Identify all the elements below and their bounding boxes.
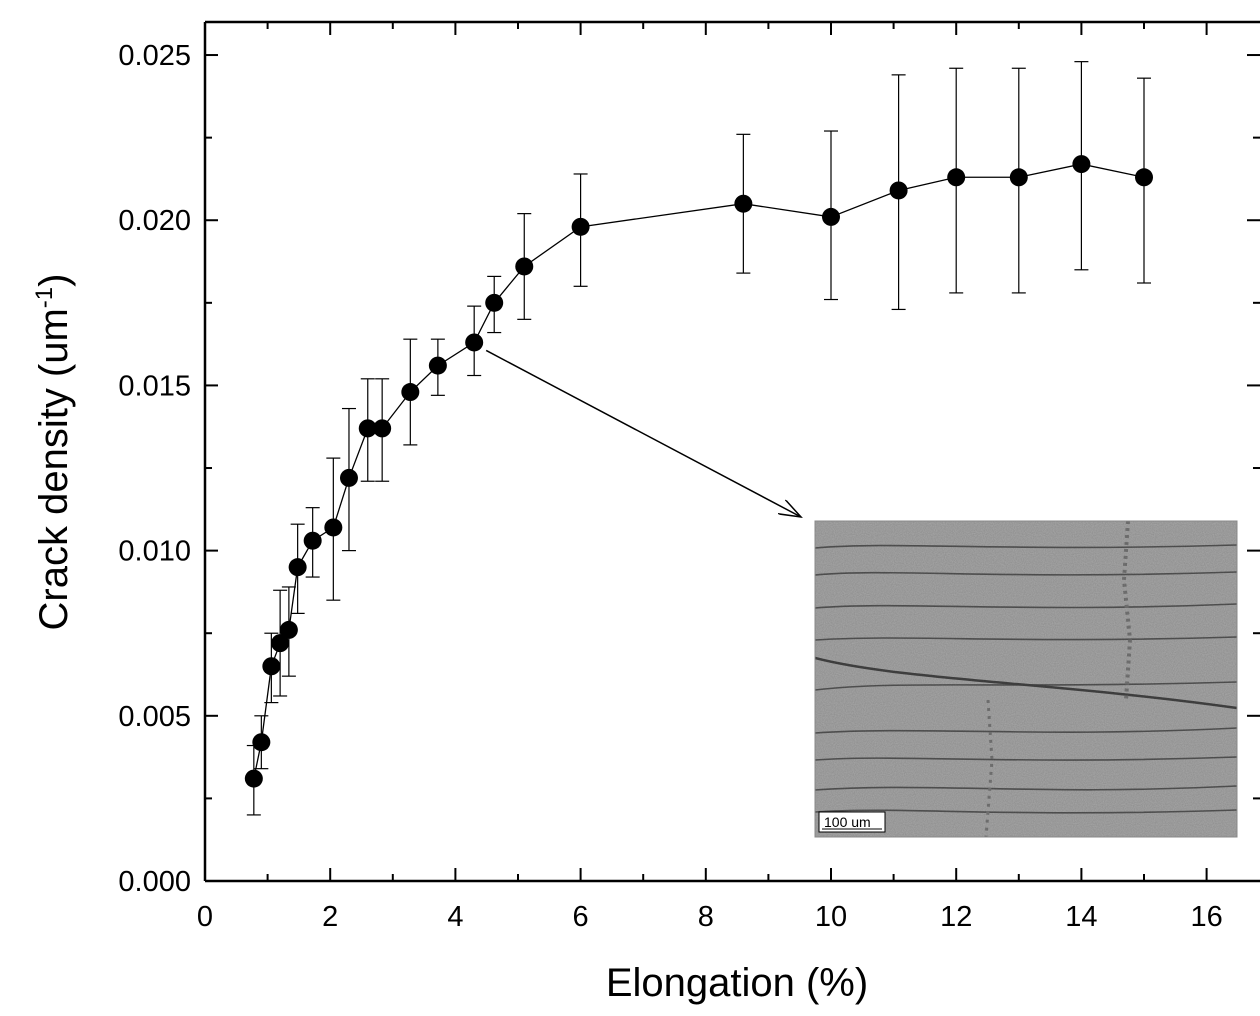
x-tick-label: 12 [940,901,972,933]
data-point [358,419,377,438]
x-tick-label: 0 [197,901,213,933]
x-tick-label: 10 [815,901,847,933]
x-tick-label: 8 [698,901,714,933]
scale-bar-label: 100 um [824,814,871,830]
axis-ticks [204,22,1260,882]
data-point [947,168,966,187]
data-point [303,531,322,550]
data-point [252,733,271,752]
data-point [401,383,420,402]
plot-frame [203,20,1260,883]
y-axis-title: Crack density (um-1) [31,274,76,631]
inset-grain [815,521,1237,837]
data-point [485,293,504,312]
y-axis-title-sup: -1 [31,287,58,308]
y-tick-label: 0.025 [118,40,191,72]
x-tick-label: 16 [1190,901,1222,933]
data-point [1135,168,1153,187]
inset-border [814,520,1238,838]
data-point [262,657,281,676]
data-point [324,518,343,537]
data-point [1009,168,1028,187]
inset-micrograph: 100 um [814,520,1238,838]
y-axis-title-base: Crack density (um [32,308,76,630]
data-point [279,620,298,639]
scale-bar: 100 um [818,811,886,833]
y-tick-label: 0.010 [118,536,191,568]
x-tick-label: 4 [447,901,463,933]
y-tick-label: 0.005 [118,701,191,733]
data-point [373,419,392,438]
data-point [822,207,840,226]
data-point [571,217,590,236]
data-point [734,194,753,213]
y-tick-label: 0.015 [118,370,191,402]
x-tick-label: 2 [322,901,338,933]
scale-bar-box [818,811,886,833]
data-point [244,769,263,788]
data-point [428,356,447,375]
x-axis-title: Elongation (%) [606,961,868,1005]
x-tick-label: 14 [1065,901,1097,933]
x-tick-label: 6 [573,901,589,933]
data-point [515,257,534,276]
data-series [244,61,1153,816]
annotation-arrow [485,349,801,517]
data-point [271,634,290,653]
data-point [465,333,484,352]
data-point [1072,155,1091,174]
data-point [339,468,358,487]
y-tick-label: 0.020 [118,205,191,237]
data-point [288,558,307,577]
y-axis-title-tail: ) [32,274,76,287]
tick-labels: 0 2 4 6 8 10 12 14 16 0.000 0.005 0.010 0.015 0.020 0.… [118,40,1222,933]
y-tick-label: 0.000 [118,866,191,898]
data-point [889,181,908,200]
